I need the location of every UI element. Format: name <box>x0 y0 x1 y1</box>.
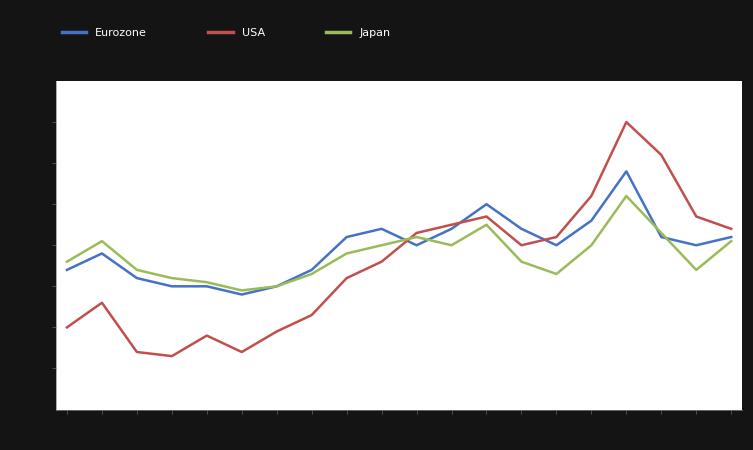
Legend: Eurozone, USA, Japan: Eurozone, USA, Japan <box>62 27 390 38</box>
